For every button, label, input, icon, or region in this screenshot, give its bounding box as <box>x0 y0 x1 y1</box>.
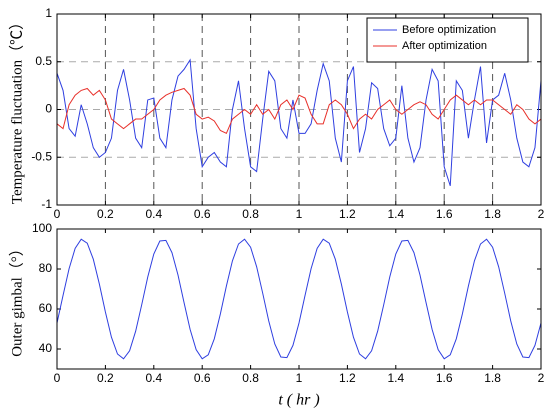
y-axis-label: Temperature fluctuation（℃） <box>8 15 25 204</box>
x-tick-label: 0.4 <box>145 207 162 221</box>
x-tick-label: 1.2 <box>339 371 356 385</box>
axes-frame <box>56 13 542 206</box>
x-tick-label: 1.4 <box>387 207 404 221</box>
x-tick-label: 2 <box>538 207 545 221</box>
data-line <box>56 58 542 187</box>
legend-label: Before optimization <box>402 24 496 36</box>
x-tick-label: 0.8 <box>242 371 259 385</box>
x-tick-label: 1.2 <box>339 207 356 221</box>
y-axis-label: Outer gimbal（°） <box>8 241 25 357</box>
x-axis-label: t ( hr ) <box>278 392 319 409</box>
y-tick-label: 40 <box>39 341 53 355</box>
data-line <box>56 87 542 135</box>
data-line <box>56 238 542 360</box>
x-tick-label: 1.6 <box>436 371 453 385</box>
x-tick-label: 0.2 <box>97 371 114 385</box>
x-tick-label: 2 <box>538 371 545 385</box>
x-tick-label: 0.6 <box>194 371 211 385</box>
legend-label: After optimization <box>402 40 487 52</box>
y-tick-label: 80 <box>39 261 53 275</box>
x-tick-label: 0 <box>54 207 61 221</box>
x-tick-label: 1 <box>296 207 303 221</box>
x-tick-label: 0.8 <box>242 207 259 221</box>
y-tick-label: 0.5 <box>35 54 52 68</box>
x-tick-label: 1.6 <box>436 207 453 221</box>
y-tick-label: -0.5 <box>31 149 52 163</box>
x-tick-label: 0.4 <box>145 371 162 385</box>
x-tick-label: 1.8 <box>484 207 501 221</box>
y-tick-label: 60 <box>39 301 53 315</box>
legend-box <box>366 17 529 63</box>
x-tick-label: 0 <box>54 371 61 385</box>
y-tick-label: 0 <box>45 102 52 116</box>
axes-frame <box>56 228 542 370</box>
x-tick-label: 0.6 <box>194 207 211 221</box>
x-tick-label: 1 <box>296 371 303 385</box>
y-tick-label: 100 <box>32 221 52 235</box>
x-tick-label: 0.2 <box>97 207 114 221</box>
x-tick-label: 1.8 <box>484 371 501 385</box>
plot-area <box>57 229 541 369</box>
y-tick-label: 1 <box>45 6 52 20</box>
y-tick-label: -1 <box>41 197 52 211</box>
x-tick-label: 1.4 <box>387 371 404 385</box>
